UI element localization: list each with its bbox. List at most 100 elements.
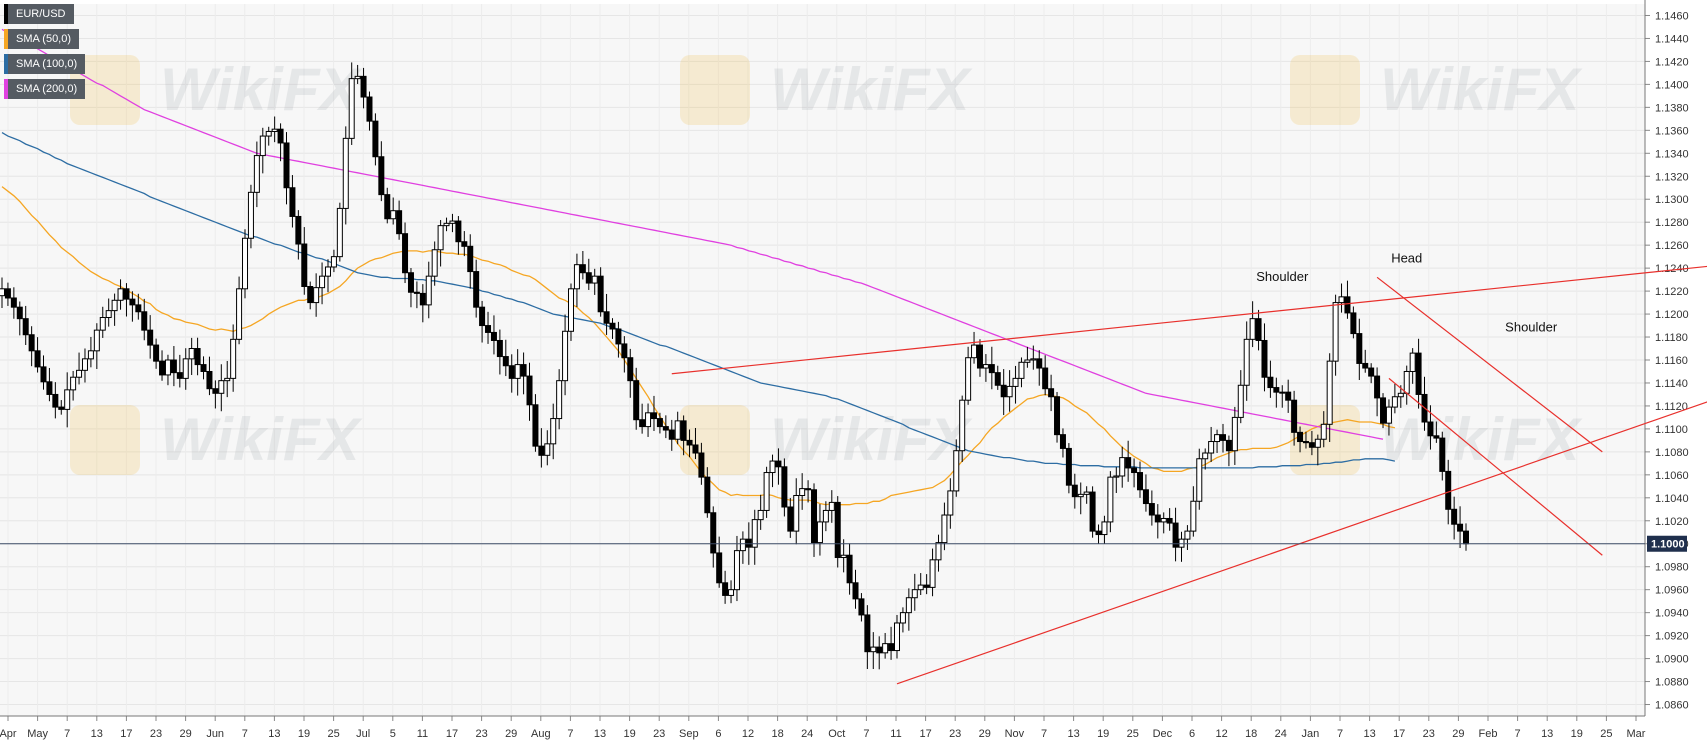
candle-body [200,364,207,372]
x-tick-label: Nov [1005,728,1025,740]
candle-body [194,348,201,366]
candle-body [22,318,29,336]
x-tick-label: Jan [1302,728,1320,740]
watermark-text: WikiFX [160,406,363,473]
candle-body [1190,500,1197,532]
candle-body [390,210,397,220]
candle-body [627,357,634,382]
candle-body [982,364,989,369]
candle-body [828,501,835,511]
candle-body [1113,475,1120,478]
candle-body [1208,441,1215,454]
candle-body [99,317,106,331]
y-tick-label: 1.1420 [1655,56,1689,68]
watermark-logo [1290,405,1360,475]
candle-body [757,509,764,521]
candle-body [1279,391,1286,394]
candle-body [253,155,260,193]
y-tick-label: 1.1460 [1655,10,1689,22]
watermark-logo [70,405,140,475]
candle-body [674,420,681,440]
legend: EUR/USD SMA (50,0) SMA (100,0) SMA (200,… [4,4,86,104]
candle-body [787,506,794,532]
candle-body [0,288,5,297]
candle-body [1344,296,1351,314]
legend-swatch-sma50 [4,29,8,49]
candle-body [259,135,266,157]
x-tick-label: Aug [531,728,551,740]
legend-item-eurusd[interactable]: EUR/USD [4,4,74,24]
candle-body [1427,421,1434,437]
candle-body [781,466,788,508]
candle-body [479,306,486,327]
candle-body [591,275,598,284]
candle-body [182,358,189,379]
legend-item-sma200[interactable]: SMA (200,0) [4,79,86,99]
watermark-text: WikiFX [770,406,973,473]
candle-body [502,356,509,367]
candle-body [330,256,337,268]
candle-body [899,612,906,624]
candle-body [1338,296,1345,304]
x-tick-label: 18 [771,728,783,740]
candle-body [514,364,521,379]
candle-body [485,325,492,333]
candle-body [159,360,166,376]
x-tick-label: 23 [949,728,961,740]
candle-body [520,364,527,377]
candle-body [28,334,35,352]
candle-body [544,443,551,456]
candle-body [236,288,243,340]
candle-body [1302,441,1309,444]
candle-body [1172,522,1179,548]
candle-body [840,554,847,559]
candle-body [532,404,539,447]
candle-body [609,322,616,330]
candle-body [923,584,930,588]
candle-body [1273,387,1280,393]
x-tick-label: 19 [623,728,635,740]
candle-body [811,489,818,544]
candle-body [212,388,219,394]
y-tick-label: 1.1340 [1655,148,1689,160]
candle-body [775,460,782,468]
watermark: WikiFX WikiFX WikiFX WikiFX WikiFX WikiFX [70,55,1583,475]
x-tick-label: 29 [979,728,991,740]
candle-body [141,311,148,331]
candle-body [917,584,924,591]
candle-body [188,348,195,360]
candle-body [1148,503,1155,516]
x-tick-label: 17 [1393,728,1405,740]
x-tick-label: 6 [1189,728,1195,740]
candle-body [1036,358,1043,369]
legend-label-sma200: SMA (200,0) [16,83,78,95]
legend-item-sma50[interactable]: SMA (50,0) [4,29,80,49]
x-tick-label: 25 [1600,728,1612,740]
x-tick-label: 23 [475,728,487,740]
candle-body [876,646,883,654]
candle-body [206,370,213,390]
candle-body [1439,437,1446,472]
y-tick-label: 1.1300 [1655,194,1689,206]
y-tick-label: 1.0980 [1655,562,1689,574]
candle-body [1433,435,1440,439]
watermark-text: WikiFX [1380,56,1583,123]
legend-item-sma100[interactable]: SMA (100,0) [4,54,86,74]
y-tick-label: 1.1440 [1655,33,1689,45]
watermark-logo [1290,55,1360,125]
candle-body [407,272,414,293]
legend-swatch-eurusd [4,4,8,24]
candle-body [111,299,118,312]
candle-body [1065,447,1072,486]
y-tick-label: 1.0860 [1655,700,1689,712]
candle-body [319,275,326,289]
candle-body [1415,352,1422,395]
candle-body [81,358,88,371]
y-tick-label: 1.1380 [1655,102,1689,114]
candle-body [893,622,900,652]
y-tick-label: 1.1400 [1655,79,1689,91]
candle-body [959,399,966,452]
candle-body [1202,452,1209,460]
y-tick-label: 1.1240 [1655,263,1689,275]
